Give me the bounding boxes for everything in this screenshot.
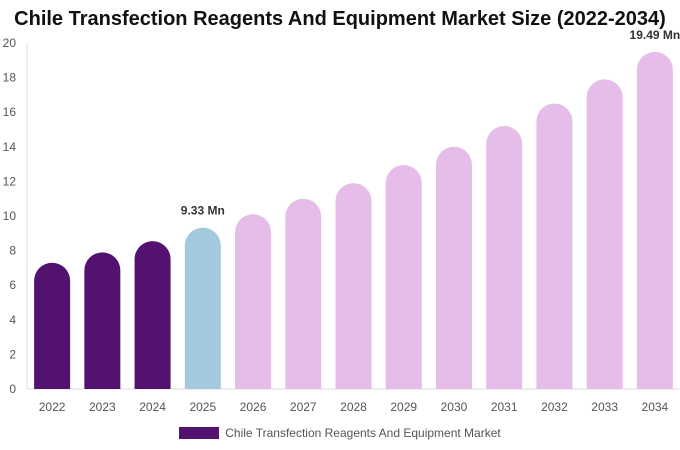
y-tick-label: 6 xyxy=(9,278,16,292)
bar-2031 xyxy=(486,126,523,390)
bar-2025 xyxy=(184,227,221,389)
x-tick-label: 2022 xyxy=(39,400,66,414)
x-tick-label: 2028 xyxy=(340,400,367,414)
bar-2033 xyxy=(586,79,623,389)
x-tick-label: 2033 xyxy=(591,400,618,414)
y-tick-label: 12 xyxy=(3,174,17,188)
legend-label: Chile Transfection Reagents And Equipmen… xyxy=(225,426,501,440)
legend-swatch xyxy=(179,427,220,439)
y-tick-label: 18 xyxy=(3,71,17,85)
bar-2024 xyxy=(134,241,171,389)
y-tick-label: 14 xyxy=(3,140,17,154)
y-tick-label: 8 xyxy=(9,244,16,258)
x-tick-label: 2027 xyxy=(290,400,317,414)
x-tick-label: 2030 xyxy=(441,400,468,414)
bar-2028 xyxy=(335,183,372,389)
x-tick-label: 2026 xyxy=(240,400,267,414)
x-tick-label: 2034 xyxy=(642,400,669,414)
data-label-2034: 19.49 Mn xyxy=(630,28,680,42)
x-tick-label: 2023 xyxy=(89,400,116,414)
y-tick-label: 2 xyxy=(9,347,16,361)
y-tick-label: 10 xyxy=(3,209,17,223)
x-tick-label: 2025 xyxy=(189,400,216,414)
y-tick-label: 0 xyxy=(9,382,16,396)
bar-2030 xyxy=(435,146,472,389)
x-tick-label: 2031 xyxy=(491,400,518,414)
x-tick-label: 2024 xyxy=(139,400,166,414)
bar-2034 xyxy=(636,51,673,389)
y-tick-label: 16 xyxy=(3,105,17,119)
x-tick-label: 2032 xyxy=(541,400,568,414)
bar-2023 xyxy=(84,252,121,389)
bar-2029 xyxy=(385,164,422,389)
y-tick-label: 20 xyxy=(3,36,17,50)
legend: Chile Transfection Reagents And Equipmen… xyxy=(0,426,680,440)
x-tick-label: 2029 xyxy=(390,400,417,414)
bar-2032 xyxy=(536,103,573,390)
y-tick-label: 4 xyxy=(9,313,16,327)
bar-2027 xyxy=(285,198,322,389)
chart-title: Chile Transfection Reagents And Equipmen… xyxy=(14,8,666,30)
data-label-2025: 9.33 Mn xyxy=(181,204,225,218)
bar-2022 xyxy=(34,262,71,389)
bar-2026 xyxy=(235,214,272,389)
